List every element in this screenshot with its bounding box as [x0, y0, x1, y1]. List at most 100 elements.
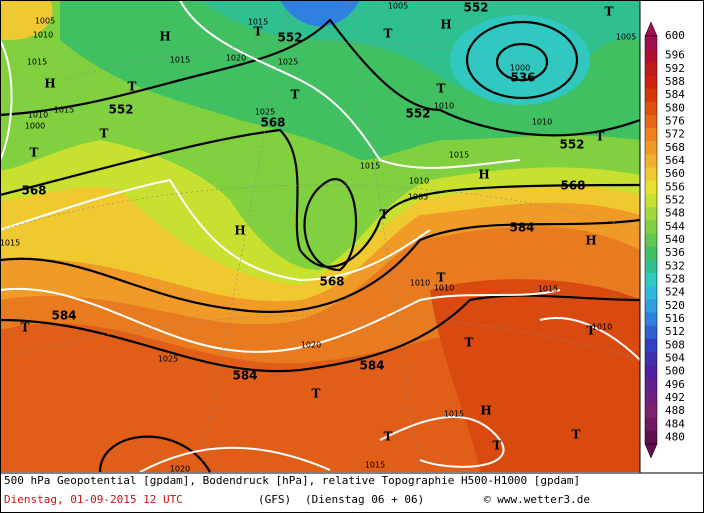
legend-label: 516	[665, 312, 685, 325]
contour-label: 536	[510, 71, 535, 85]
legend-label: 484	[665, 417, 685, 430]
legend-label: 576	[665, 115, 685, 128]
legend-label: 500	[665, 365, 685, 378]
pressure-center: T	[291, 88, 300, 102]
isobar-label: 1010	[434, 284, 454, 293]
legend-swatch	[645, 75, 657, 89]
isobar-label: 1005	[408, 193, 428, 202]
contour-label: 552	[405, 107, 430, 121]
legend-label: 580	[665, 101, 685, 114]
isobar-label: 1000	[510, 64, 530, 73]
contour-label: 568	[319, 275, 344, 289]
pressure-center: H	[478, 168, 489, 182]
contour-label: 552	[559, 138, 584, 152]
pressure-center: H	[480, 404, 491, 418]
pressure-center: H	[440, 18, 451, 32]
legend-swatch	[645, 62, 657, 76]
pressure-center: T	[128, 80, 137, 94]
legend-label: 480	[665, 430, 685, 443]
legend-label: 520	[665, 299, 685, 312]
isobar-label: 1000	[25, 122, 45, 131]
legend-swatch	[645, 391, 657, 405]
contour-label: 552	[277, 31, 302, 45]
legend-swatch	[645, 351, 657, 366]
isobar-label: 1010	[33, 31, 53, 40]
legend-label: 532	[665, 259, 685, 272]
contour-label: 584	[51, 309, 76, 323]
legend-label: 540	[665, 233, 685, 246]
contour-label: 568	[260, 116, 285, 130]
legend-swatch	[645, 193, 657, 208]
legend-swatch	[645, 325, 657, 340]
legend-swatch	[645, 233, 657, 247]
isobar-label: 1010	[409, 177, 429, 186]
legend-swatch	[645, 101, 657, 116]
legend-label: 488	[665, 404, 685, 417]
graticule	[0, 0, 641, 473]
legend-label: 584	[665, 88, 685, 101]
isobar-label: 1015	[365, 461, 385, 470]
contour-label: 552	[463, 1, 488, 15]
isobar-label: 1010	[434, 102, 454, 111]
pressure-center: T	[312, 387, 321, 401]
legend-label: 592	[665, 62, 685, 75]
footer-model: (GFS)	[258, 493, 291, 506]
legend-label: 560	[665, 167, 685, 180]
legend-label: 536	[665, 246, 685, 259]
legend-swatch	[645, 365, 657, 379]
legend-label: 528	[665, 272, 685, 285]
legend-label: 496	[665, 378, 685, 391]
pressure-center: H	[234, 224, 245, 238]
pressure-center: T	[572, 428, 581, 442]
isobar-label: 1010	[28, 111, 48, 120]
contour-label: 584	[359, 359, 384, 373]
pressure-center: T	[384, 27, 393, 41]
isobar-label: 1005	[388, 2, 408, 11]
pressure-center: T	[21, 321, 30, 335]
legend-swatch	[645, 246, 657, 261]
legend-swatch	[645, 338, 657, 353]
legend-swatch	[645, 207, 657, 221]
legend-swatch	[645, 141, 657, 155]
field-520	[280, 0, 360, 27]
legend-swatch	[645, 114, 657, 129]
legend-label: 596	[665, 49, 685, 62]
isobar-label: 1010	[532, 118, 552, 127]
legend-swatch	[645, 430, 657, 445]
pressure-center: T	[587, 324, 596, 338]
pressure-center: T	[465, 336, 474, 350]
isobar-label: 1015	[54, 106, 74, 115]
isobar-label: 1025	[278, 58, 298, 67]
footer-run: (Dienstag 06 + 06)	[305, 493, 424, 506]
legend-swatch	[645, 220, 657, 234]
isobar-label: 1015	[360, 162, 380, 171]
legend-swatch	[645, 36, 657, 50]
isobar-label: 1015	[444, 410, 464, 419]
isobar-label: 1015	[0, 239, 20, 248]
pressure-center: T	[30, 146, 39, 160]
field-low	[450, 15, 590, 105]
legend-swatch	[645, 417, 657, 432]
pressure-center: T	[254, 25, 263, 39]
legend-label: 548	[665, 207, 685, 220]
pressure-isobars	[0, 0, 561, 468]
legend-swatch	[645, 299, 657, 313]
legend-label: 504	[665, 351, 685, 364]
geopotential-contours	[0, 18, 641, 473]
footer-date: Dienstag, 01-09-2015 12 UTC	[4, 493, 183, 506]
isobar-label: 1020	[301, 341, 321, 350]
legend-label: 524	[665, 286, 685, 299]
contour-label: 568	[21, 184, 46, 198]
pressure-center: T	[493, 439, 502, 453]
isobar-label: 1015	[170, 56, 190, 65]
contour-label: 584	[232, 369, 257, 383]
pressure-center: T	[437, 82, 446, 96]
legend-label: 552	[665, 194, 685, 207]
legend-swatch	[645, 154, 657, 168]
legend-swatch	[645, 180, 657, 195]
legend-swatch	[645, 128, 657, 142]
legend-label: 600	[665, 29, 685, 42]
legend-swatch	[645, 286, 657, 300]
